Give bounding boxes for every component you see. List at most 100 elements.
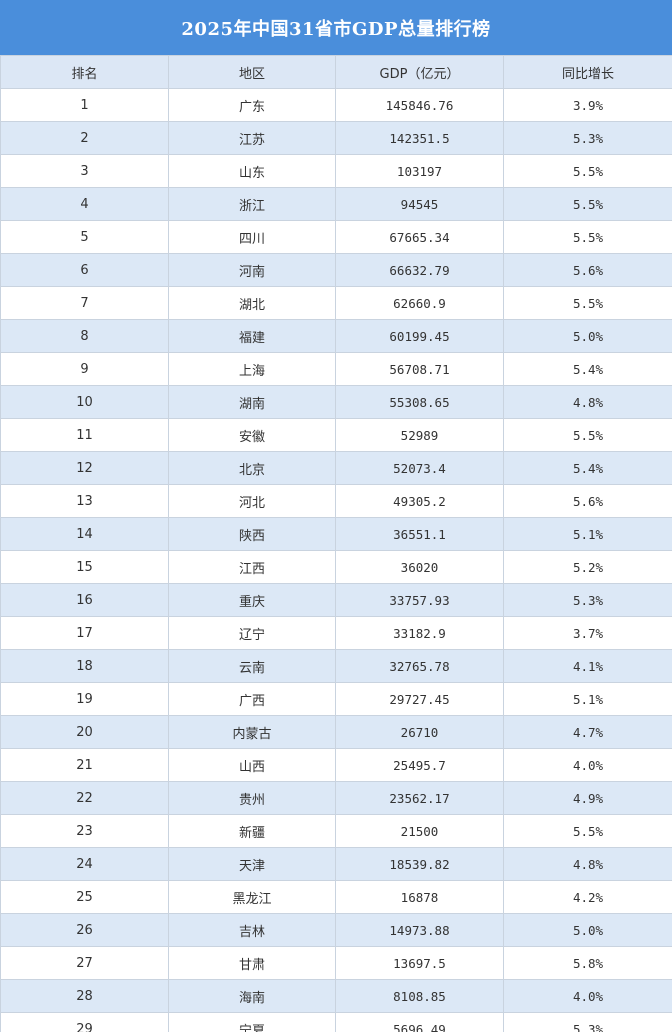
cell-region: 黑龙江 [168,880,336,914]
header-gdp: GDP（亿元） [335,55,504,89]
cell-growth: 4.0% [503,979,672,1013]
table-row: 9 上海 56708.71 5.4% [0,352,672,386]
cell-rank: 9 [0,352,169,386]
cell-region: 辽宁 [168,616,336,650]
cell-region: 福建 [168,319,336,353]
cell-rank: 26 [0,913,169,947]
cell-growth: 5.5% [503,187,672,221]
cell-gdp: 33757.93 [335,583,504,617]
cell-region: 山东 [168,154,336,188]
cell-gdp: 13697.5 [335,946,504,980]
table-row: 8 福建 60199.45 5.0% [0,319,672,353]
cell-gdp: 26710 [335,715,504,749]
cell-rank: 14 [0,517,169,551]
cell-gdp: 18539.82 [335,847,504,881]
table-row: 3 山东 103197 5.5% [0,154,672,188]
table-row: 4 浙江 94545 5.5% [0,187,672,221]
cell-gdp: 66632.79 [335,253,504,287]
table-row: 2 江苏 142351.5 5.3% [0,121,672,155]
cell-gdp: 36020 [335,550,504,584]
cell-growth: 5.1% [503,517,672,551]
cell-gdp: 29727.45 [335,682,504,716]
cell-rank: 20 [0,715,169,749]
cell-gdp: 21500 [335,814,504,848]
cell-growth: 5.3% [503,583,672,617]
cell-region: 甘肃 [168,946,336,980]
cell-gdp: 25495.7 [335,748,504,782]
cell-gdp: 16878 [335,880,504,914]
cell-rank: 5 [0,220,169,254]
cell-gdp: 56708.71 [335,352,504,386]
cell-region: 上海 [168,352,336,386]
cell-region: 湖南 [168,385,336,419]
cell-growth: 5.4% [503,451,672,485]
cell-rank: 12 [0,451,169,485]
table-row: 7 湖北 62660.9 5.5% [0,286,672,320]
cell-gdp: 55308.65 [335,385,504,419]
cell-growth: 5.4% [503,352,672,386]
cell-growth: 5.5% [503,154,672,188]
gdp-ranking-table: 排名 地区 GDP（亿元） 同比增长 1 广东 145846.76 3.9% 2 江苏 14… [0,55,672,1032]
table-row: 23 新疆 21500 5.5% [0,814,672,848]
table-row: 21 山西 25495.7 4.0% [0,748,672,782]
cell-region: 北京 [168,451,336,485]
table-row: 28 海南 8108.85 4.0% [0,979,672,1013]
cell-gdp: 14973.88 [335,913,504,947]
table-row: 15 江西 36020 5.2% [0,550,672,584]
table-row: 25 黑龙江 16878 4.2% [0,880,672,914]
table-row: 22 贵州 23562.17 4.9% [0,781,672,815]
table-row: 14 陕西 36551.1 5.1% [0,517,672,551]
cell-growth: 5.1% [503,682,672,716]
table-row: 20 内蒙古 26710 4.7% [0,715,672,749]
cell-growth: 5.8% [503,946,672,980]
cell-rank: 8 [0,319,169,353]
cell-growth: 5.3% [503,121,672,155]
cell-rank: 10 [0,385,169,419]
cell-growth: 5.5% [503,418,672,452]
cell-gdp: 33182.9 [335,616,504,650]
cell-region: 四川 [168,220,336,254]
cell-gdp: 52073.4 [335,451,504,485]
cell-rank: 28 [0,979,169,1013]
cell-rank: 6 [0,253,169,287]
cell-region: 内蒙古 [168,715,336,749]
table-row: 18 云南 32765.78 4.1% [0,649,672,683]
cell-region: 贵州 [168,781,336,815]
cell-growth: 5.5% [503,220,672,254]
cell-gdp: 67665.34 [335,220,504,254]
cell-rank: 7 [0,286,169,320]
cell-growth: 4.2% [503,880,672,914]
cell-gdp: 103197 [335,154,504,188]
cell-rank: 29 [0,1012,169,1032]
cell-rank: 3 [0,154,169,188]
table-row: 27 甘肃 13697.5 5.8% [0,946,672,980]
cell-growth: 5.6% [503,484,672,518]
cell-rank: 25 [0,880,169,914]
cell-region: 云南 [168,649,336,683]
cell-growth: 5.0% [503,319,672,353]
cell-region: 广西 [168,682,336,716]
cell-rank: 19 [0,682,169,716]
cell-region: 新疆 [168,814,336,848]
cell-region: 重庆 [168,583,336,617]
cell-region: 江西 [168,550,336,584]
cell-growth: 4.1% [503,649,672,683]
cell-growth: 5.2% [503,550,672,584]
page-title: 2025年中国31省市GDP总量排行榜 [181,18,491,40]
table-row: 6 河南 66632.79 5.6% [0,253,672,287]
cell-region: 湖北 [168,286,336,320]
cell-region: 吉林 [168,913,336,947]
header-rank: 排名 [0,55,169,89]
table-row: 13 河北 49305.2 5.6% [0,484,672,518]
cell-growth: 3.7% [503,616,672,650]
cell-gdp: 62660.9 [335,286,504,320]
cell-region: 河北 [168,484,336,518]
cell-growth: 5.3% [503,1012,672,1032]
cell-gdp: 23562.17 [335,781,504,815]
cell-growth: 4.8% [503,847,672,881]
cell-growth: 5.6% [503,253,672,287]
cell-region: 海南 [168,979,336,1013]
table-row: 29 宁夏 5696.49 5.3% [0,1012,672,1032]
table-row: 16 重庆 33757.93 5.3% [0,583,672,617]
cell-growth: 5.5% [503,814,672,848]
